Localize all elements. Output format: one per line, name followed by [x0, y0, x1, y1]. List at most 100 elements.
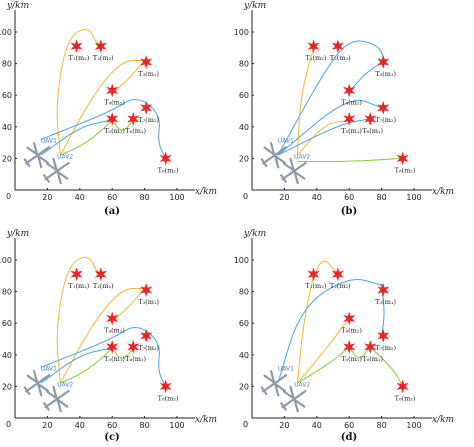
- x-tick-label: 80: [140, 421, 150, 430]
- x-tick-label: 20: [279, 193, 289, 202]
- target-label: T₄(m₂): [104, 98, 125, 106]
- uav2-label: UAV2: [294, 153, 310, 160]
- target-star-icon: [364, 339, 377, 354]
- target-star-icon: [106, 83, 119, 98]
- x-tick-label: 40: [312, 421, 322, 430]
- target-star-icon: [140, 55, 153, 70]
- origin-label: 0: [243, 420, 248, 429]
- x-axis-label: x/km: [432, 415, 454, 425]
- x-tick-label: 60: [344, 193, 354, 202]
- x-tick-label: 60: [107, 193, 117, 202]
- x-tick-label: 20: [279, 421, 289, 430]
- target-star-icon: [343, 111, 356, 126]
- target-label: T₆(m₁): [125, 127, 146, 135]
- y-tick-label: 100: [234, 28, 249, 37]
- flight-path-yellow: [59, 287, 145, 384]
- target-label: T₁(m₂): [306, 54, 327, 62]
- y-tick-label: 100: [0, 256, 12, 265]
- target-label: T₄(m₂): [341, 98, 362, 106]
- target-label: T₆(m₁): [125, 355, 146, 363]
- flight-path-yellow: [296, 318, 350, 384]
- flight-path-blue: [277, 40, 386, 156]
- target-label: T₄(m₂): [104, 326, 125, 334]
- target-star-icon: [127, 111, 140, 126]
- uav2-plane-icon: [280, 157, 307, 185]
- y-tick-label: 60: [2, 91, 12, 100]
- target-star-icon: [70, 39, 83, 54]
- y-tick-label: 40: [239, 123, 249, 132]
- y-tick-label: 80: [2, 60, 12, 69]
- flight-path-yellow: [296, 47, 315, 156]
- target-label: T₇(m₂): [375, 116, 396, 124]
- x-tick-label: 40: [75, 421, 85, 430]
- uav2-label: UAV2: [57, 381, 73, 388]
- y-tick-label: 60: [239, 91, 249, 100]
- panel-2: x/km y/km 0 20 40 60 80 100 20 40 60 80 100 UAV1 UAV2 T…: [234, 1, 454, 217]
- target-star-icon: [377, 55, 390, 70]
- target-label: T₃(m₁): [138, 298, 159, 306]
- target-label: T₁(m₂): [69, 282, 90, 290]
- target-star-icon: [377, 100, 390, 115]
- target-star-icon: [307, 39, 320, 54]
- x-tick-label: 20: [42, 193, 52, 202]
- x-tick-label: 60: [344, 421, 354, 430]
- y-tick-label: 20: [2, 382, 12, 391]
- flight-path-blue: [40, 347, 110, 384]
- target-star-icon: [140, 283, 153, 298]
- y-tick-label: 60: [239, 319, 249, 328]
- origin-label: 0: [243, 192, 248, 201]
- uav2-plane-icon: [43, 157, 70, 185]
- panel-caption: (d): [341, 432, 357, 443]
- target-star-icon: [343, 311, 356, 326]
- uav1-label: UAV1: [278, 138, 294, 145]
- x-tick-label: 20: [42, 421, 52, 430]
- flight-path-yellow: [115, 288, 145, 319]
- y-tick-label: 80: [239, 60, 249, 69]
- target-star-icon: [377, 283, 390, 298]
- target-label: T₈(m₂): [395, 394, 416, 402]
- target-label: T₅(m₁): [104, 127, 125, 135]
- target-label: T₂(m₂): [93, 54, 114, 62]
- target-label: T₅(m₁): [341, 355, 362, 363]
- uav2-label: UAV2: [57, 153, 73, 160]
- flight-path-blue: [277, 278, 382, 384]
- panel-caption: (c): [104, 432, 120, 443]
- x-tick-label: 80: [377, 193, 387, 202]
- target-label: T₃(m₁): [138, 70, 159, 78]
- target-star-icon: [106, 339, 119, 354]
- target-label: T₈(m₂): [158, 166, 179, 174]
- target-star-icon: [331, 267, 344, 282]
- target-star-icon: [343, 339, 356, 354]
- panel-1: x/km y/km 0 20 40 60 80 100 20 40 60 80 100 UAV1 UAV2 T…: [0, 1, 217, 217]
- target-star-icon: [159, 151, 172, 166]
- target-star-icon: [307, 267, 320, 282]
- origin-label: 0: [6, 420, 11, 429]
- x-axis-label: x/km: [195, 415, 217, 425]
- y-tick-label: 80: [2, 288, 12, 297]
- target-label: T₅(m₁): [104, 355, 125, 363]
- target-label: T₇(m₂): [138, 116, 159, 124]
- flight-path-yellow: [56, 28, 99, 156]
- target-star-icon: [106, 111, 119, 126]
- flight-path-blue: [40, 99, 167, 159]
- target-label: T₇(m₂): [138, 344, 159, 352]
- flight-path-green: [297, 157, 403, 163]
- uav1-label: UAV1: [278, 366, 294, 373]
- flight-path-yellow: [313, 260, 337, 277]
- flight-path-blue: [277, 118, 371, 156]
- flight-path-green: [60, 348, 113, 384]
- flight-path-green: [369, 346, 404, 387]
- panel-caption: (b): [341, 206, 357, 217]
- target-label: T₂(m₂): [330, 54, 351, 62]
- y-tick-label: 100: [234, 256, 249, 265]
- y-axis-label: y/km: [243, 229, 266, 239]
- x-tick-label: 100: [169, 193, 184, 202]
- target-label: T₈(m₂): [395, 166, 416, 174]
- panel-caption: (a): [104, 206, 120, 217]
- uav1-plane-icon: [260, 142, 288, 169]
- uav1-plane-icon: [260, 370, 288, 397]
- x-tick-label: 80: [377, 421, 387, 430]
- target-label: T₃(m₁): [375, 70, 396, 78]
- uav1-label: UAV1: [41, 366, 57, 373]
